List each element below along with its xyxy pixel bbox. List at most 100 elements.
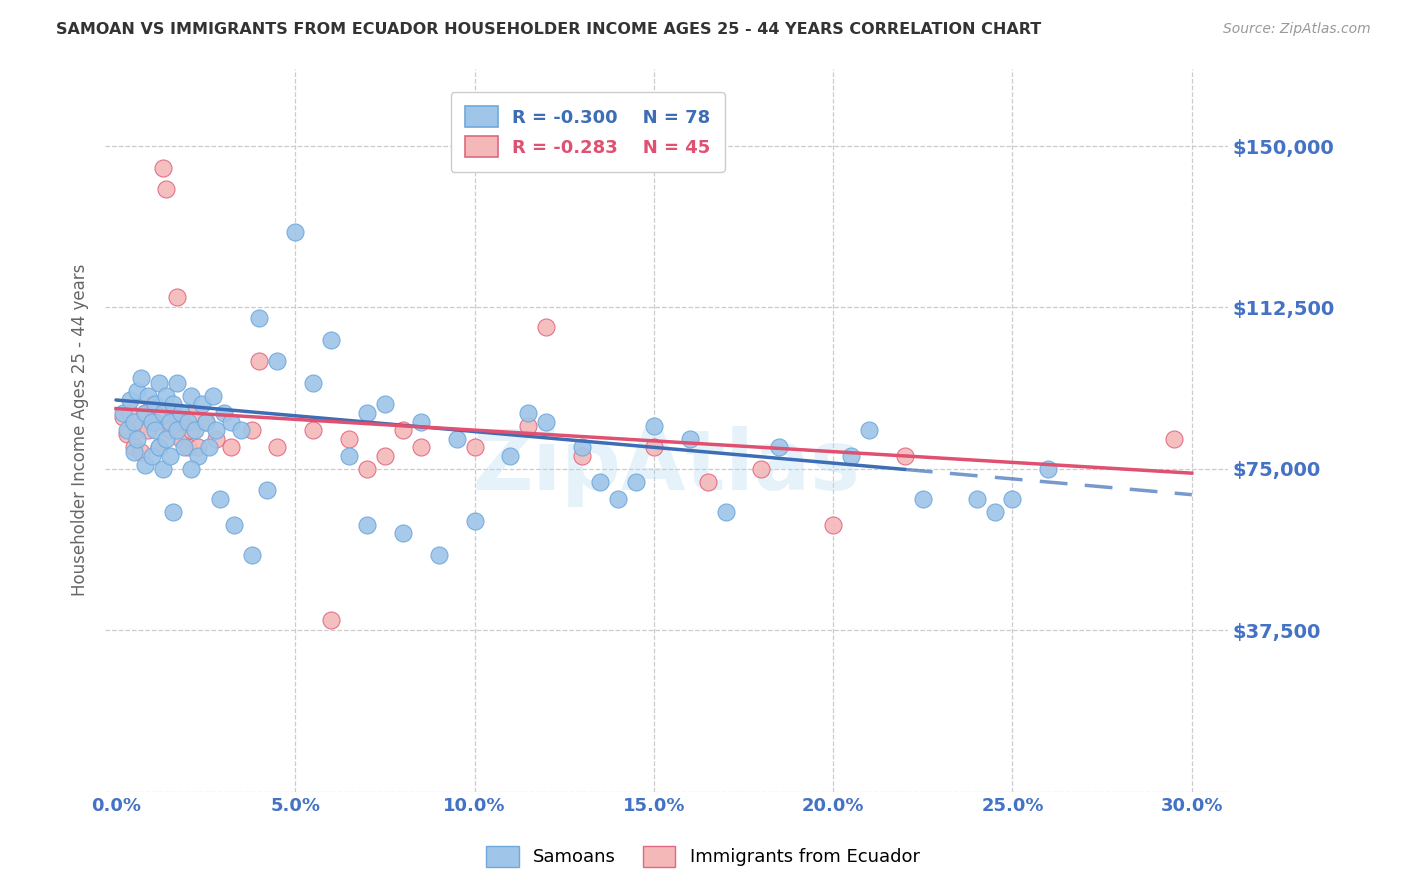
Point xyxy=(134,406,156,420)
Point xyxy=(356,517,378,532)
Point xyxy=(194,415,217,429)
Point xyxy=(162,397,184,411)
Point xyxy=(129,371,152,385)
Point xyxy=(208,491,231,506)
Point xyxy=(446,432,468,446)
Point xyxy=(122,415,145,429)
Point xyxy=(122,440,145,454)
Point xyxy=(894,449,917,463)
Point xyxy=(166,423,188,437)
Point xyxy=(155,432,177,446)
Point xyxy=(148,440,170,454)
Point xyxy=(643,418,665,433)
Point xyxy=(166,290,188,304)
Text: SAMOAN VS IMMIGRANTS FROM ECUADOR HOUSEHOLDER INCOME AGES 25 - 44 YEARS CORRELAT: SAMOAN VS IMMIGRANTS FROM ECUADOR HOUSEH… xyxy=(56,22,1042,37)
Point xyxy=(134,458,156,472)
Point xyxy=(141,415,163,429)
Point xyxy=(129,444,152,458)
Y-axis label: Householder Income Ages 25 - 44 years: Householder Income Ages 25 - 44 years xyxy=(72,264,89,596)
Point xyxy=(187,449,209,463)
Point xyxy=(240,423,263,437)
Point xyxy=(136,389,159,403)
Point xyxy=(337,449,360,463)
Point xyxy=(337,432,360,446)
Point xyxy=(536,415,558,429)
Point xyxy=(966,491,988,506)
Point xyxy=(112,410,135,425)
Point xyxy=(180,423,202,437)
Point xyxy=(392,526,415,541)
Point xyxy=(374,449,396,463)
Point xyxy=(536,319,558,334)
Point xyxy=(148,440,170,454)
Point xyxy=(173,415,195,429)
Point xyxy=(115,423,138,437)
Point xyxy=(152,406,174,420)
Point xyxy=(1001,491,1024,506)
Point xyxy=(155,389,177,403)
Point xyxy=(159,415,181,429)
Point xyxy=(120,406,142,420)
Point xyxy=(302,423,325,437)
Point xyxy=(517,406,540,420)
Point xyxy=(152,161,174,175)
Point xyxy=(409,415,432,429)
Point xyxy=(356,462,378,476)
Point xyxy=(145,397,167,411)
Point xyxy=(180,462,202,476)
Point xyxy=(141,397,163,411)
Point xyxy=(751,462,773,476)
Point xyxy=(858,423,880,437)
Point xyxy=(145,423,167,437)
Point xyxy=(231,423,253,437)
Point xyxy=(374,397,396,411)
Point xyxy=(607,491,630,506)
Point xyxy=(249,311,271,326)
Point xyxy=(141,449,163,463)
Point xyxy=(173,440,195,454)
Point xyxy=(571,440,593,454)
Point xyxy=(127,384,149,399)
Point xyxy=(155,182,177,196)
Point xyxy=(240,548,263,562)
Point xyxy=(152,462,174,476)
Point xyxy=(464,514,486,528)
Point xyxy=(1038,462,1060,476)
Point xyxy=(136,423,159,437)
Point xyxy=(184,406,207,420)
Point xyxy=(198,440,221,454)
Point xyxy=(643,440,665,454)
Point xyxy=(219,415,242,429)
Point xyxy=(392,423,415,437)
Point xyxy=(205,423,228,437)
Point xyxy=(256,483,278,498)
Point xyxy=(624,475,647,489)
Point xyxy=(191,397,214,411)
Point xyxy=(266,440,288,454)
Point xyxy=(499,449,522,463)
Point xyxy=(224,517,246,532)
Point xyxy=(122,444,145,458)
Text: ZipAtlas: ZipAtlas xyxy=(472,425,860,507)
Point xyxy=(127,423,149,437)
Point xyxy=(166,376,188,390)
Point xyxy=(321,333,343,347)
Point xyxy=(589,475,612,489)
Point xyxy=(201,389,224,403)
Point xyxy=(180,389,202,403)
Point xyxy=(162,406,184,420)
Point xyxy=(212,406,235,420)
Legend: Samoans, Immigrants from Ecuador: Samoans, Immigrants from Ecuador xyxy=(479,838,927,874)
Point xyxy=(176,415,198,429)
Point xyxy=(169,432,191,446)
Point xyxy=(302,376,325,390)
Text: Source: ZipAtlas.com: Source: ZipAtlas.com xyxy=(1223,22,1371,37)
Point xyxy=(768,440,790,454)
Point xyxy=(145,415,167,429)
Point xyxy=(219,440,242,454)
Point xyxy=(1163,432,1185,446)
Point xyxy=(284,225,307,239)
Point xyxy=(159,423,181,437)
Point xyxy=(571,449,593,463)
Point xyxy=(184,423,207,437)
